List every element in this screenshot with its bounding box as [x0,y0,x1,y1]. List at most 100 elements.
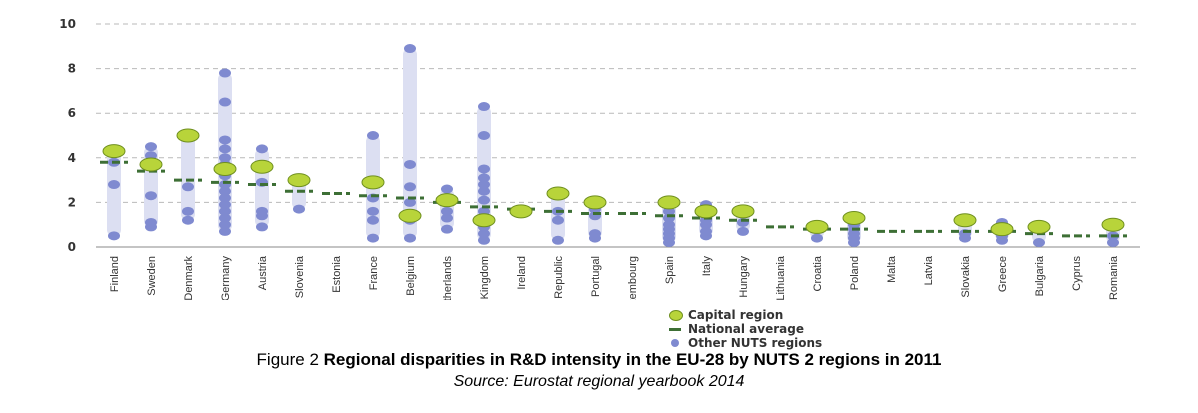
range-bar [403,48,417,239]
other-region-dot [478,229,490,239]
other-region-dot [478,186,490,196]
other-region-dot [293,204,305,214]
y-tick-label: 6 [68,106,76,120]
x-category-label: Croatia [812,255,824,291]
x-category-label: Romania [1108,255,1120,300]
other-region-dot [663,220,675,230]
y-tick-label: 10 [59,17,76,31]
capital-region-marker [953,213,977,228]
capital-region-marker [990,222,1014,237]
range-bar [292,180,306,210]
capital-region-marker [250,159,274,174]
other-region-dot [552,235,564,245]
capital-region-marker [805,219,829,234]
x-category-label: Netherlands [442,256,454,300]
x-category-label: Spain [664,256,676,284]
other-region-dot [256,144,268,154]
other-region-dot [219,193,231,203]
other-regions-marker-icon [666,337,688,349]
other-region-dot [219,135,231,145]
other-region-dot [478,164,490,174]
x-category-label: Bulgaria [1034,255,1046,296]
capital-region-marker [287,173,311,188]
other-region-dot [219,144,231,154]
x-category-label: Poland [849,256,861,290]
capital-region-marker [694,204,718,219]
other-region-dot [552,215,564,225]
capital-region-marker-icon [666,309,688,321]
other-region-dot [404,159,416,169]
x-category-label: France [368,256,380,290]
other-region-dot [404,44,416,54]
other-region-dot [404,182,416,192]
capital-region-marker [176,128,200,143]
capital-region-marker [1101,217,1125,232]
x-category-label: Cyprus [1071,256,1083,291]
capital-region-marker [583,195,607,210]
capital-region-marker [657,195,681,210]
x-category-label: Germany [220,256,232,300]
x-category-label: Luxembourg [627,256,639,300]
other-region-dot [1107,238,1119,248]
other-region-dot [219,200,231,210]
x-category-label: Belgium [405,256,417,296]
other-region-dot [441,206,453,216]
legend: Capital region National average Other NU… [666,308,906,350]
other-region-dot [219,97,231,107]
capital-region-marker [509,204,533,219]
other-region-dot [367,131,379,140]
capital-region-marker [361,175,385,190]
other-region-dot [219,213,231,223]
capital-region-marker [435,193,459,208]
capital-region-marker [139,157,163,172]
y-tick-label: 8 [68,62,76,76]
figure-caption-title: Regional disparities in R&D intensity in… [323,350,942,369]
x-category-label: Ireland [516,256,528,290]
other-region-dot [404,197,416,207]
other-region-dot [367,215,379,225]
x-category-label: Malta [886,255,898,283]
x-category-label: Lithuania [775,255,787,300]
other-region-dot [145,217,157,227]
other-region-dot [219,153,231,163]
other-region-dot [108,231,120,241]
x-category-label: Italy [701,256,713,277]
capital-region-marker [472,213,496,228]
x-category-label: Denmark [183,256,195,300]
other-region-dot [700,226,712,236]
x-category-label: Czech Republic [553,256,565,300]
other-region-dot [737,226,749,236]
legend-other-regions: Other NUTS regions [666,336,906,350]
range-bar [181,135,195,221]
other-region-dot [182,206,194,216]
other-region-dot [367,206,379,216]
other-region-dot [441,224,453,234]
other-region-dot [478,180,490,190]
other-region-dot [478,102,490,112]
other-region-dot [145,191,157,201]
other-region-dot [478,235,490,245]
other-region-dot [478,173,490,183]
rd-intensity-chart: 0 2 4 6 8 10 Finland Sweden Denmark Germany Austri… [59,17,1140,300]
other-region-dot [478,195,490,205]
other-region-dot [256,206,268,216]
national-average-marker-icon [666,323,688,335]
other-region-dot [182,215,194,225]
other-region-dot [219,206,231,216]
y-tick-label: 2 [68,195,76,209]
other-region-dot [441,184,453,194]
other-region-dot [219,226,231,236]
x-category-label: Greece [997,256,1009,292]
figure-caption-prefix: Figure 2 [256,350,324,369]
other-region-dot [441,213,453,223]
other-region-dot [219,186,231,196]
capital-region-marker [546,186,570,201]
legend-national-label: National average [688,322,804,336]
other-region-dot [478,131,490,140]
x-category-label: Slovenia [294,255,306,298]
other-region-dot [219,68,231,78]
x-category-label: Portugal [590,256,602,297]
y-tick-label: 0 [68,240,76,254]
y-tick-label: 4 [68,151,76,165]
other-region-dot [404,233,416,243]
